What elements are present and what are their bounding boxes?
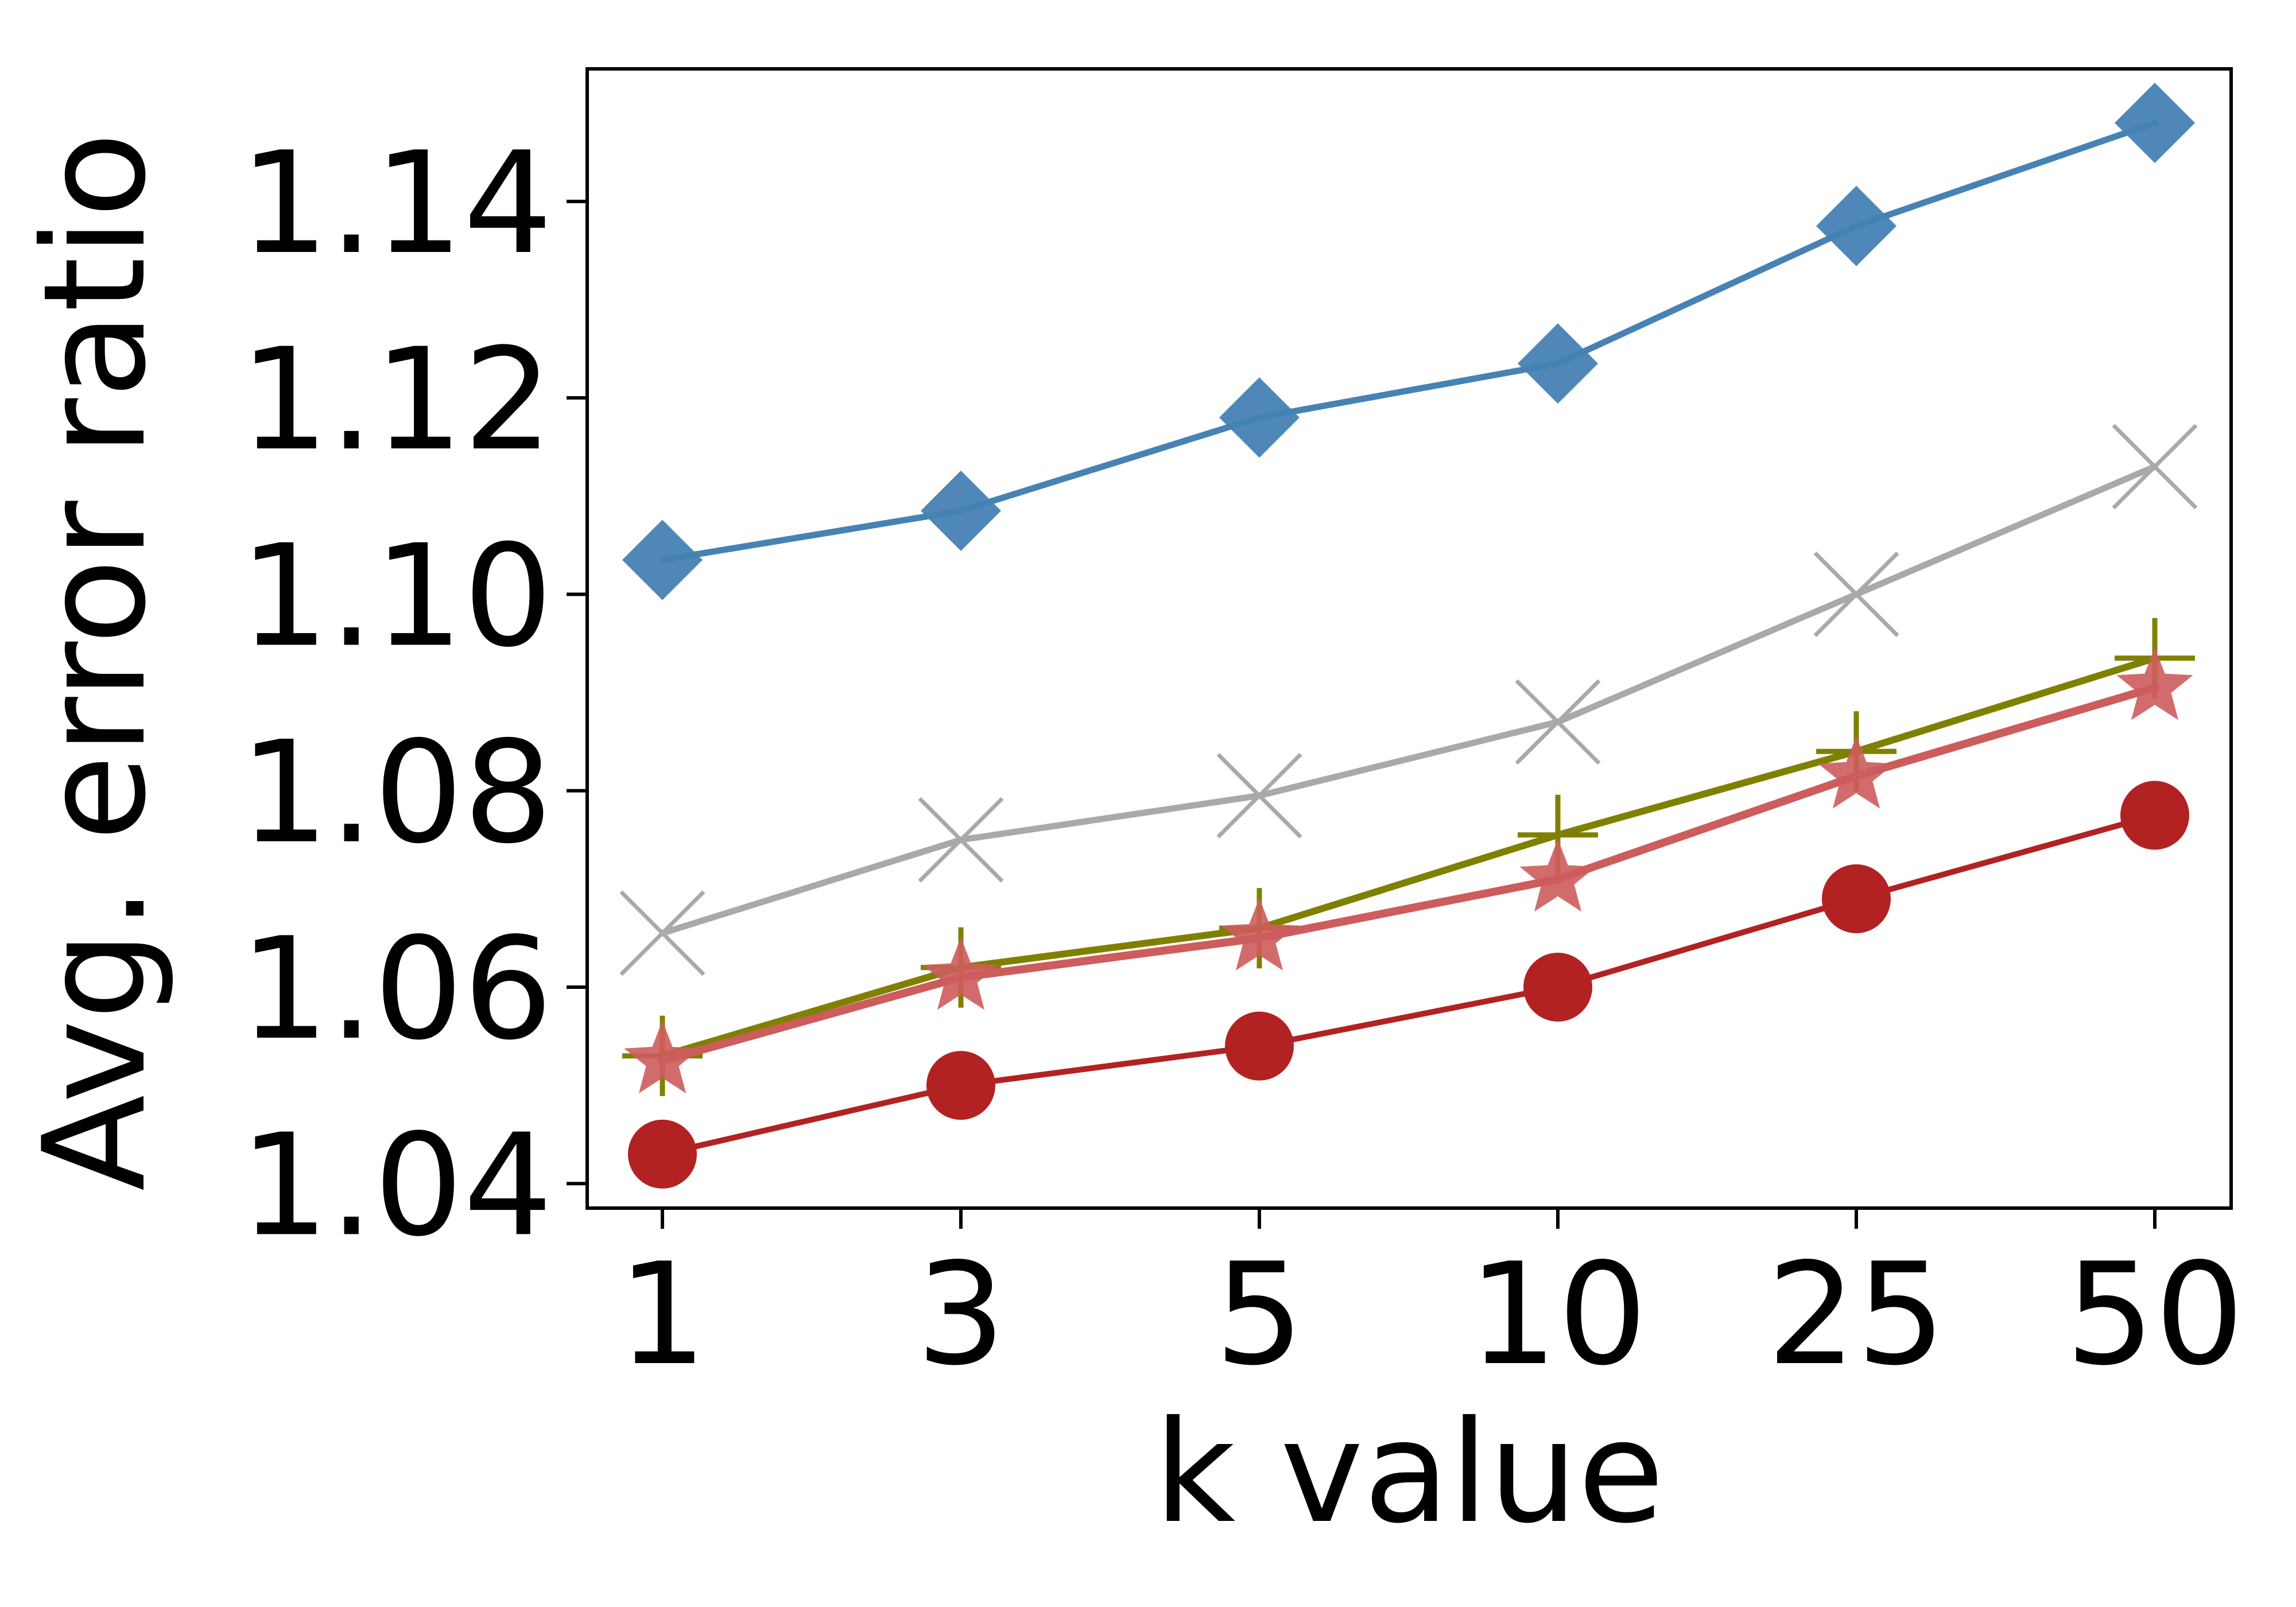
y-tick-label: 1.08 xyxy=(239,711,553,875)
series-x xyxy=(619,424,2198,976)
data-point-star xyxy=(1221,898,1298,971)
series-line-circle xyxy=(660,812,2158,1157)
x-axis-ticks: 1 3 5 10 25 50 xyxy=(618,1208,2244,1396)
data-point-x xyxy=(1515,679,1601,765)
data-point-star xyxy=(2116,647,2193,720)
data-point-circle xyxy=(926,1051,995,1120)
y-tick-label: 1.10 xyxy=(239,514,553,678)
plot-area-frame xyxy=(585,67,2233,1210)
data-point-x xyxy=(1216,752,1302,839)
series-star xyxy=(624,647,2193,1093)
series-layer xyxy=(619,83,2198,1189)
y-tick-label: 1.12 xyxy=(239,318,553,482)
series-line-plus xyxy=(659,654,2158,1059)
data-point-x xyxy=(2112,424,2198,510)
data-point-diamond xyxy=(1518,323,1598,404)
x-tick-label: 10 xyxy=(1468,1233,1647,1396)
x-tick-label: 25 xyxy=(1767,1233,1946,1396)
data-point-circle xyxy=(1523,952,1592,1022)
data-point-diamond xyxy=(1816,185,1896,266)
data-point-x xyxy=(918,797,1004,883)
data-point-x xyxy=(619,890,705,976)
series-line-x xyxy=(659,463,2158,937)
y-tick-label: 1.04 xyxy=(239,1104,553,1267)
series-plus xyxy=(622,618,2195,1096)
data-point-diamond xyxy=(2115,83,2195,164)
data-point-star xyxy=(624,1020,701,1093)
data-point-diamond xyxy=(1219,377,1300,458)
y-axis-ticks: 1.04 1.06 1.08 1.10 1.12 1.14 xyxy=(239,122,587,1267)
series-line-diamond xyxy=(659,119,2158,564)
data-point-star xyxy=(1818,736,1895,809)
x-tick-label: 3 xyxy=(916,1233,1006,1396)
data-point-x xyxy=(1813,552,1899,637)
y-tick-label: 1.14 xyxy=(239,122,553,285)
x-axis-label: k value xyxy=(1154,1391,1665,1554)
data-point-diamond xyxy=(921,471,1001,552)
series-circle xyxy=(628,781,2189,1189)
data-point-star xyxy=(1519,839,1596,912)
x-tick-label: 5 xyxy=(1215,1233,1304,1396)
data-point-diamond xyxy=(622,519,703,600)
series-diamond xyxy=(622,83,2195,600)
data-point-circle xyxy=(2120,781,2189,850)
data-point-circle xyxy=(1822,864,1891,933)
data-point-circle xyxy=(628,1119,697,1189)
y-tick-label: 1.06 xyxy=(239,907,553,1071)
x-tick-label: 1 xyxy=(618,1233,707,1396)
data-point-circle xyxy=(1225,1011,1294,1081)
x-tick-label: 50 xyxy=(2065,1233,2244,1396)
data-point-star xyxy=(922,937,999,1010)
series-line-star xyxy=(658,684,2159,1065)
y-axis-label: Avg. error ratio xyxy=(13,132,177,1191)
